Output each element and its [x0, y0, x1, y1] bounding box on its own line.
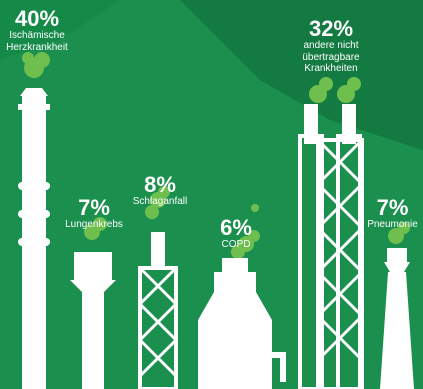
label-group-copd: 6% COPD	[208, 217, 264, 251]
chimney-lung-cancer	[70, 252, 116, 389]
chimney-stroke	[138, 232, 178, 389]
percent-value: 8%	[144, 172, 176, 197]
smoke-puffs	[22, 52, 410, 259]
chimney-pneumonia	[380, 248, 414, 389]
category-label: andere nicht	[303, 40, 359, 51]
label-group-ischemic: 40% Ischämische Herzkrankheit	[0, 8, 74, 53]
chimney-other-noncommunicable	[298, 104, 364, 389]
percent-value: 7%	[376, 195, 409, 220]
percent-value: 40%	[14, 6, 60, 31]
label-group-pneumonia: 7% Pneumonie	[362, 197, 423, 231]
category-label: übertragbare	[302, 51, 360, 63]
percent-value: 7%	[78, 195, 110, 220]
category-label: Ischämische	[9, 30, 65, 41]
chimney-ischemic-heart-disease	[18, 88, 50, 389]
label-group-other-ncd: 32% andere nicht übertragbare Krankheite…	[284, 18, 378, 75]
category-label: Krankheiten	[304, 63, 358, 74]
label-group-lung-cancer: 7% Lungenkrebs	[56, 197, 132, 231]
percent-value: 32%	[308, 16, 354, 41]
category-label: COPD	[221, 239, 251, 250]
category-label: Schlaganfall	[132, 196, 188, 207]
percent-value: 6%	[220, 215, 252, 240]
background-shade	[180, 0, 423, 150]
chimney-copd	[198, 258, 286, 389]
background-shade-left	[0, 0, 120, 60]
category-label: Pneumonie	[367, 219, 418, 230]
label-group-stroke: 8% Schlaganfall	[122, 174, 198, 208]
category-label: Lungenkrebs	[65, 219, 123, 230]
category-label: Herzkrankheit	[6, 41, 68, 53]
